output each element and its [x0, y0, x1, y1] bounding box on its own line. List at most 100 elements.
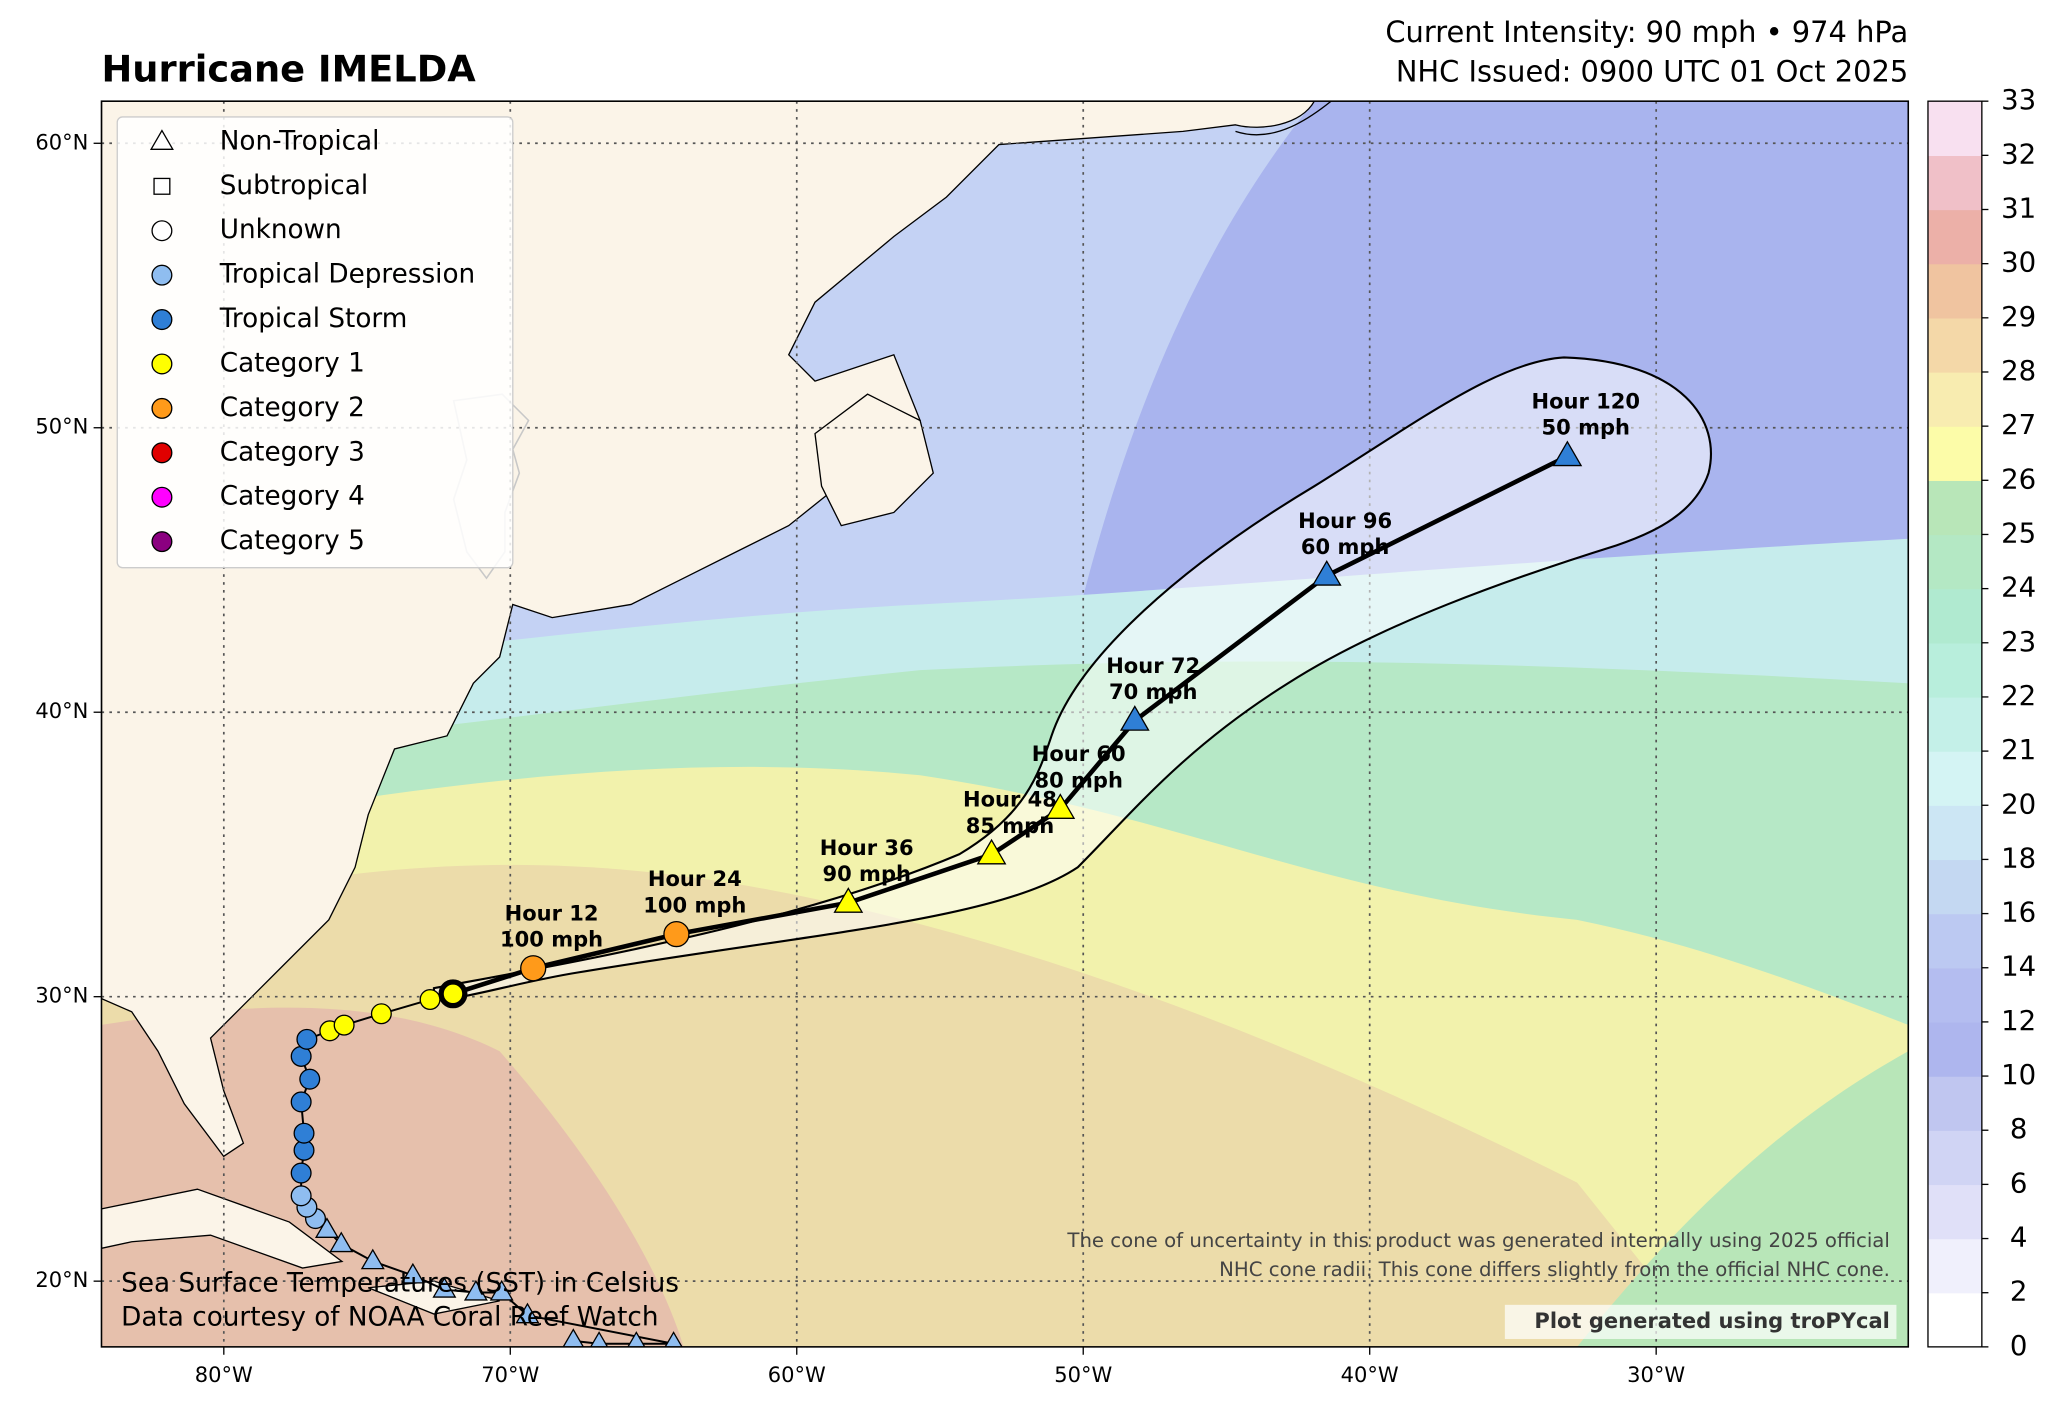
colorbar-segment [1927, 534, 1982, 590]
past-track-point [562, 1328, 585, 1347]
legend-marker [151, 220, 173, 242]
colorbar-tick-label: 29 [2001, 300, 2036, 333]
colorbar-segment [1927, 426, 1982, 481]
colorbar-tick-label: 26 [2001, 462, 2036, 495]
legend-marker [153, 177, 171, 195]
x-tick-label: 30°W [1627, 1362, 1685, 1387]
colorbar-tick-label: 14 [2001, 950, 2036, 983]
colorbar-segment [1927, 1292, 1982, 1348]
colorbar-tick-label: 12 [2001, 1004, 2036, 1037]
colorbar-segment [1927, 1238, 1982, 1294]
colorbar-segment [1927, 967, 1982, 1023]
x-tick-label: 70°W [481, 1362, 539, 1387]
cone-note: NHC cone radii. This cone differs slight… [1219, 1258, 1890, 1281]
legend-label: Category 1 [220, 348, 365, 378]
past-track-point [400, 1262, 425, 1284]
subtitle: Current Intensity: 90 mph • 974 hPa [1385, 15, 1908, 49]
legend-marker [151, 442, 173, 464]
colorbar-segment [1927, 1130, 1982, 1186]
legend-marker [151, 531, 173, 553]
y-tick-label: 50°N [35, 414, 88, 439]
forecast-hour: Hour 12 [505, 900, 599, 925]
colorbar-segment [1927, 1021, 1982, 1077]
forecast-wind: 85 mph [966, 813, 1054, 838]
forecast-wind: 70 mph [1109, 679, 1197, 704]
colorbar-tick-label: 0 [2010, 1329, 2028, 1362]
forecast-wind: 50 mph [1542, 415, 1630, 440]
past-track-point [360, 1248, 385, 1270]
past-track-point [589, 1331, 609, 1347]
y-tick-label: 40°N [35, 698, 88, 723]
x-tick-label: 50°W [1054, 1362, 1112, 1387]
past-track-point [293, 1122, 315, 1144]
legend-label: Category 4 [220, 482, 365, 512]
colorbar-tick-label: 32 [2001, 137, 2036, 170]
past-track-point [627, 1331, 646, 1347]
colorbar-segment [1927, 696, 1982, 752]
credit-box [1504, 1304, 1897, 1339]
forecast-hour: Hour 60 [1032, 741, 1126, 766]
colorbar-segment [1927, 263, 1982, 319]
legend-label: Unknown [220, 215, 342, 245]
colorbar-segment [1927, 588, 1982, 644]
legend-marker [151, 397, 173, 419]
colorbar-tick-label: 4 [2010, 1221, 2028, 1254]
past-track-point [290, 1162, 312, 1184]
colorbar-segment [1927, 805, 1982, 861]
legend-marker [151, 353, 173, 375]
past-track-point [438, 979, 468, 1009]
x-tick-label: 40°W [1341, 1362, 1399, 1387]
past-track-point [329, 1231, 354, 1253]
forecast-point [1552, 440, 1583, 467]
source-text: Sea Surface Temperatures (SST) in Celsiu… [121, 1268, 679, 1298]
colorbar-tick-label: 18 [2001, 841, 2036, 874]
colorbar-segment [1927, 1184, 1982, 1240]
colorbar-tick-label: 25 [2001, 516, 2036, 549]
colorbar-segment [1927, 209, 1982, 265]
forecast-point [833, 887, 864, 913]
past-track-point [314, 1217, 339, 1239]
colorbar-segment [1927, 480, 1982, 536]
labrador-coast [1235, 101, 1333, 136]
colorbar-tick-label: 6 [2010, 1166, 2028, 1199]
legend-label: Tropical Depression [219, 260, 475, 290]
legend-label: Subtropical [220, 171, 368, 201]
colorbar-tick-label: 16 [2001, 896, 2036, 929]
forecast-point [520, 955, 547, 982]
forecast-point [1119, 705, 1150, 731]
forecast-hour: Hour 48 [963, 787, 1057, 812]
title: Hurricane IMELDA [101, 47, 476, 90]
source-text: Data courtesy of NOAA Coral Reef Watch [121, 1302, 658, 1332]
past-track-point [333, 1014, 355, 1036]
past-track-point [515, 1302, 540, 1324]
cone-note: The cone of uncertainty in this product … [1066, 1229, 1889, 1252]
past-track-point [432, 1277, 457, 1298]
colorbar-tick-label: 23 [2001, 625, 2036, 658]
forecast-point [1045, 793, 1076, 819]
colorbar-segment [1927, 859, 1982, 915]
x-tick-label: 80°W [195, 1362, 253, 1387]
forecast-hour: Hour 72 [1106, 653, 1200, 678]
forecast-hour: Hour 36 [820, 835, 914, 860]
colorbar: 0246810121416182021222324252627282930313… [1927, 83, 2036, 1362]
colorbar-tick-label: 24 [2001, 571, 2036, 604]
colorbar-tick-label: 33 [2001, 83, 2036, 116]
legend-marker [151, 309, 173, 331]
forecast-wind: 100 mph [500, 927, 603, 952]
x-tick-label: 60°W [768, 1362, 826, 1387]
legend-label: Non-Tropical [220, 126, 380, 156]
y-tick-label: 30°N [35, 983, 88, 1008]
colorbar-segment [1927, 101, 1982, 156]
colorbar-tick-label: 20 [2001, 787, 2036, 820]
credit: Plot generated using troPYcal [1534, 1308, 1889, 1333]
past-track-point [290, 1185, 312, 1207]
past-track-point [664, 1331, 683, 1347]
past-track-point [290, 1091, 312, 1113]
legend-label: Category 2 [220, 393, 365, 423]
colorbar-tick-label: 30 [2001, 246, 2036, 279]
colorbar-segment [1927, 913, 1982, 969]
forecast-hour: Hour 96 [1298, 508, 1392, 533]
y-tick-label: 60°N [35, 129, 88, 154]
colorbar-tick-label: 8 [2010, 1112, 2028, 1145]
